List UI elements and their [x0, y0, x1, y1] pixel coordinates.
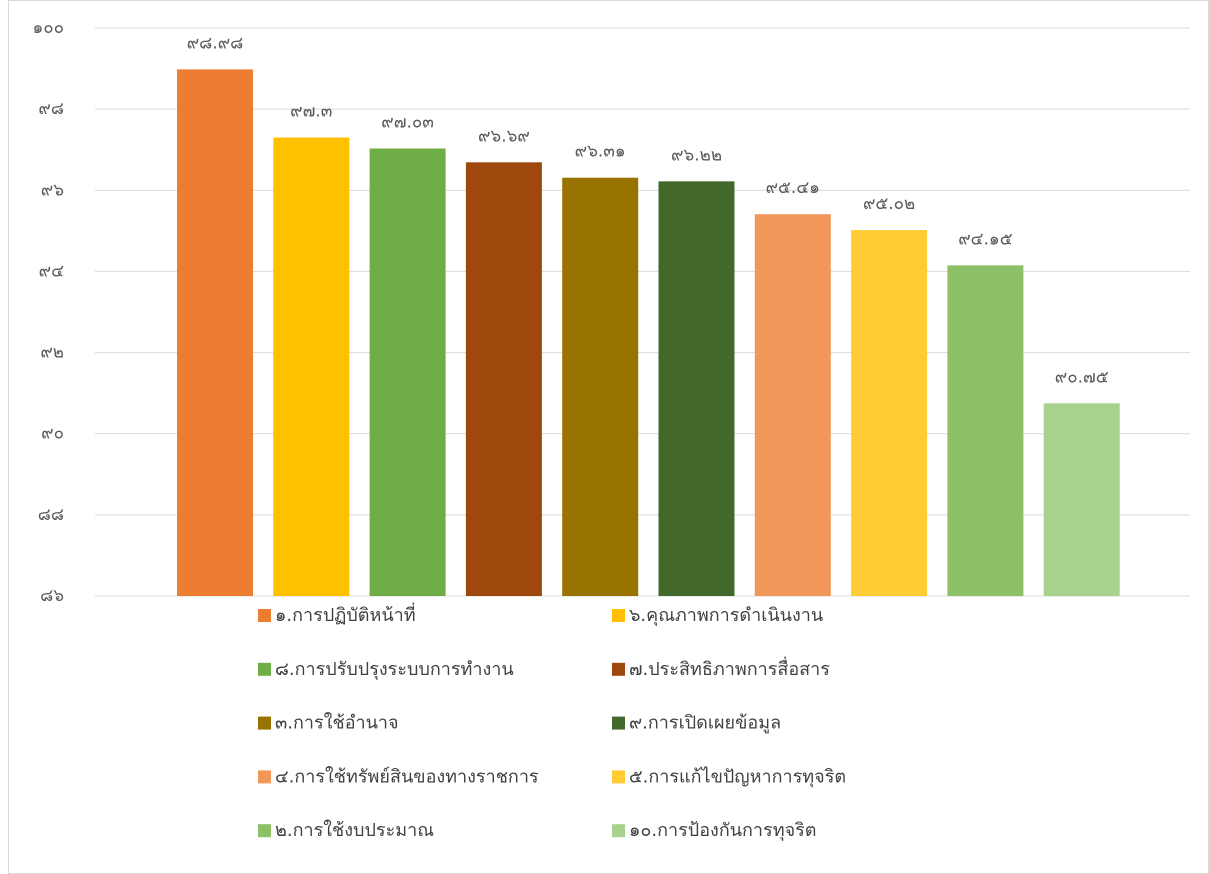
y-tick-label: ๑๐๐ [32, 18, 64, 38]
bar [562, 177, 639, 597]
legend-label: ๒.การใช้งบประมาณ [275, 819, 434, 841]
legend-swatch [612, 662, 625, 676]
y-tick-label: ๙๐ [41, 424, 64, 444]
y-tick-label: ๙๔ [39, 261, 64, 281]
data-label: ๙๕.๐๒ [863, 194, 915, 214]
legend-swatch [258, 609, 271, 622]
legend-label: ๗.ประสิทธิภาพการสื่อสาร [629, 656, 830, 680]
data-label: ๙๐.๗๕ [1055, 367, 1109, 387]
bar [754, 214, 831, 597]
legend-label: ๑.การปฏิบัติหน้าที่ [275, 602, 416, 626]
data-label: ๙๔.๑๕ [958, 229, 1013, 249]
bar [1043, 403, 1120, 596]
legend-swatch [612, 609, 625, 622]
y-tick-label: ๘๖ [40, 586, 64, 606]
legend-label: ๘.การปรับปรุงระบบการทำงาน [275, 659, 514, 680]
bar [177, 69, 253, 596]
data-label: ๙๖.๓๑ [575, 142, 626, 162]
legend-label: ๖.คุณภาพการดำเนินงาน [629, 605, 823, 626]
legend-swatch [258, 716, 271, 730]
bar [658, 181, 735, 597]
legend-label: ๓.การใช้อำนาจ [275, 712, 399, 734]
legend-swatch [612, 824, 625, 838]
legend-label: ๑๐.การป้องกันการทุจริต [629, 820, 816, 841]
bar [465, 162, 542, 596]
legend-swatch [612, 770, 625, 784]
y-tick-label: ๙๖ [41, 180, 64, 200]
y-tick-label: ๙๘ [38, 99, 64, 119]
legend-label: ๕.การแก้ไขปัญหาการทุจริต [629, 765, 846, 787]
legend-swatch [258, 662, 271, 676]
legend-label: ๔.การใช้ทรัพย์สินของทางราชการ [275, 765, 539, 787]
y-tick-label: ๙๒ [40, 343, 64, 363]
bar [369, 148, 446, 597]
legend-swatch [258, 770, 271, 784]
data-label: ๙๕.๔๑ [766, 178, 820, 198]
legend-swatch [258, 824, 271, 838]
data-label: ๙๗.๐๓ [381, 112, 434, 132]
legend-label: ๙.การเปิดเผยข้อมูล [629, 713, 781, 734]
legend-swatch [612, 716, 625, 730]
data-label: ๙๗.๓ [290, 102, 332, 122]
data-label: ๙๖.๒๒ [671, 145, 722, 165]
bar [273, 137, 350, 597]
y-tick-label: ๘๘ [38, 505, 64, 525]
data-label: ๙๘.๙๘ [187, 33, 244, 53]
bar [851, 230, 928, 596]
bar [947, 265, 1024, 596]
data-label: ๙๖.๖๙ [478, 126, 530, 146]
